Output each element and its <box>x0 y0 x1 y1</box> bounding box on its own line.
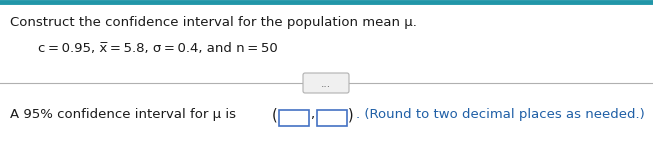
FancyBboxPatch shape <box>303 73 349 93</box>
Text: Construct the confidence interval for the population mean μ.: Construct the confidence interval for th… <box>10 16 417 29</box>
Text: ,: , <box>310 108 314 121</box>
Text: c = 0.95, x̅ = 5.8, σ = 0.4, and n = 50: c = 0.95, x̅ = 5.8, σ = 0.4, and n = 50 <box>38 42 278 55</box>
Text: . (Round to two decimal places as needed.): . (Round to two decimal places as needed… <box>356 108 645 121</box>
Text: A 95% confidence interval for μ is: A 95% confidence interval for μ is <box>10 108 240 121</box>
Bar <box>317 110 347 126</box>
Text: ...: ... <box>321 79 331 89</box>
Text: (: ( <box>272 108 278 123</box>
Bar <box>279 110 309 126</box>
Text: ): ) <box>348 108 354 123</box>
